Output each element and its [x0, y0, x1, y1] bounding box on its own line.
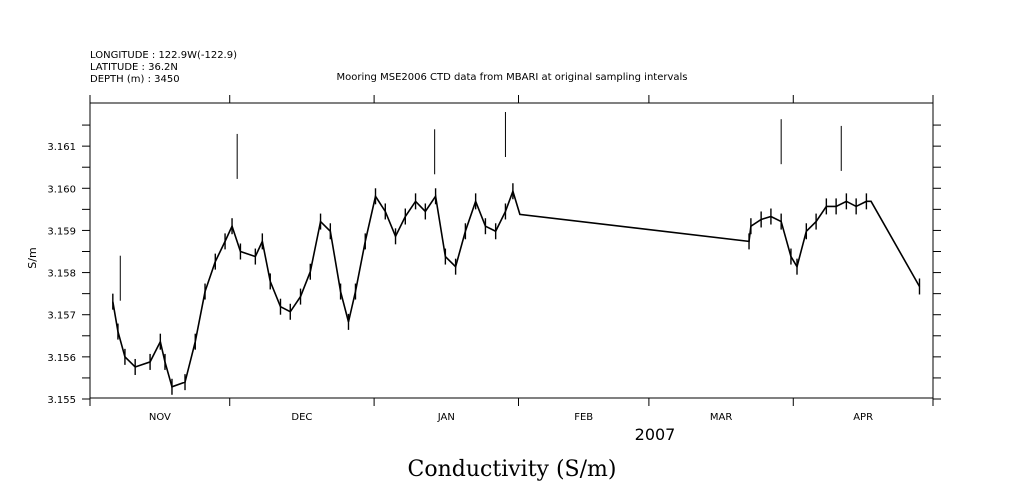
x-axis-label: 2007	[635, 425, 676, 444]
y-tick-label: 3.156	[47, 353, 76, 364]
plot-frame	[89, 102, 934, 399]
longitude-label: LONGITUDE : 122.9W(-122.9)	[90, 50, 237, 61]
month-label: NOV	[149, 412, 171, 423]
conductivity-line	[112, 188, 921, 388]
y-tick-label: 3.161	[47, 142, 76, 153]
y-tick-label: 3.158	[47, 269, 76, 280]
y-axis-label: S/m	[26, 247, 39, 268]
month-label: JAN	[437, 412, 455, 423]
y-tick-label: 3.155	[47, 395, 76, 406]
y-tick-label: 3.160	[47, 184, 76, 195]
latitude-label: LATITUDE : 36.2N	[90, 62, 178, 73]
month-label: DEC	[291, 412, 312, 423]
y-tick-label: 3.159	[47, 226, 76, 237]
bottom-title: Conductivity (S/m)	[408, 457, 617, 482]
month-label: APR	[853, 412, 873, 423]
month-label: MAR	[710, 412, 732, 423]
month-label: FEB	[574, 412, 593, 423]
depth-label: DEPTH (m) : 3450	[90, 74, 180, 85]
chart-title: Mooring MSE2006 CTD data from MBARI at o…	[336, 72, 687, 83]
y-tick-label: 3.157	[47, 311, 76, 322]
